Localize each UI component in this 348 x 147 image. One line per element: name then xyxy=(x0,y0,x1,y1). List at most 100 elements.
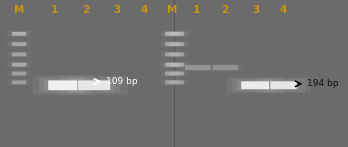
FancyBboxPatch shape xyxy=(185,65,210,70)
FancyBboxPatch shape xyxy=(168,52,185,57)
FancyBboxPatch shape xyxy=(165,42,180,46)
FancyBboxPatch shape xyxy=(161,31,183,37)
FancyBboxPatch shape xyxy=(165,52,180,56)
FancyBboxPatch shape xyxy=(166,52,188,57)
FancyBboxPatch shape xyxy=(256,77,311,93)
FancyBboxPatch shape xyxy=(170,80,184,84)
Text: 194 bp: 194 bp xyxy=(307,79,339,88)
FancyBboxPatch shape xyxy=(10,80,28,85)
FancyBboxPatch shape xyxy=(209,65,242,71)
FancyBboxPatch shape xyxy=(168,71,185,76)
FancyBboxPatch shape xyxy=(78,80,110,90)
FancyBboxPatch shape xyxy=(166,80,188,85)
FancyBboxPatch shape xyxy=(170,32,184,36)
FancyBboxPatch shape xyxy=(8,41,30,47)
FancyBboxPatch shape xyxy=(267,80,300,90)
FancyBboxPatch shape xyxy=(168,31,185,36)
FancyBboxPatch shape xyxy=(166,31,188,37)
FancyBboxPatch shape xyxy=(168,80,185,85)
Text: 3: 3 xyxy=(113,5,120,15)
FancyBboxPatch shape xyxy=(44,79,81,91)
FancyBboxPatch shape xyxy=(5,61,33,68)
FancyBboxPatch shape xyxy=(164,71,181,76)
FancyBboxPatch shape xyxy=(8,31,30,37)
FancyBboxPatch shape xyxy=(182,65,214,71)
FancyBboxPatch shape xyxy=(170,52,184,56)
Text: 1: 1 xyxy=(193,5,200,15)
FancyBboxPatch shape xyxy=(5,30,33,37)
Text: 2: 2 xyxy=(82,5,89,15)
FancyBboxPatch shape xyxy=(48,80,77,90)
Text: 2: 2 xyxy=(221,5,228,15)
FancyBboxPatch shape xyxy=(5,51,33,58)
FancyBboxPatch shape xyxy=(161,80,183,85)
FancyBboxPatch shape xyxy=(163,30,191,37)
FancyBboxPatch shape xyxy=(166,41,188,47)
FancyBboxPatch shape xyxy=(12,42,26,46)
FancyBboxPatch shape xyxy=(161,62,183,67)
FancyBboxPatch shape xyxy=(166,62,188,67)
FancyBboxPatch shape xyxy=(158,61,186,68)
Text: 3: 3 xyxy=(252,5,259,15)
FancyBboxPatch shape xyxy=(166,71,188,76)
FancyBboxPatch shape xyxy=(213,65,238,70)
Text: 109 bp: 109 bp xyxy=(106,77,138,86)
FancyBboxPatch shape xyxy=(205,64,246,71)
FancyBboxPatch shape xyxy=(60,75,128,95)
FancyBboxPatch shape xyxy=(8,62,30,67)
FancyBboxPatch shape xyxy=(73,79,114,91)
FancyBboxPatch shape xyxy=(232,79,278,91)
FancyBboxPatch shape xyxy=(10,31,28,36)
FancyBboxPatch shape xyxy=(10,62,28,67)
FancyBboxPatch shape xyxy=(163,79,191,86)
FancyBboxPatch shape xyxy=(8,52,30,57)
FancyBboxPatch shape xyxy=(164,52,181,57)
FancyBboxPatch shape xyxy=(163,61,191,68)
FancyBboxPatch shape xyxy=(12,32,26,36)
FancyBboxPatch shape xyxy=(164,62,181,67)
Text: 1: 1 xyxy=(50,5,57,15)
FancyBboxPatch shape xyxy=(158,79,186,86)
FancyBboxPatch shape xyxy=(164,42,181,46)
Text: 4: 4 xyxy=(141,5,148,15)
FancyBboxPatch shape xyxy=(165,72,180,75)
FancyBboxPatch shape xyxy=(158,51,186,58)
FancyBboxPatch shape xyxy=(165,63,180,67)
FancyBboxPatch shape xyxy=(158,30,186,37)
FancyBboxPatch shape xyxy=(39,77,86,93)
FancyBboxPatch shape xyxy=(168,42,185,46)
FancyBboxPatch shape xyxy=(237,80,273,90)
FancyBboxPatch shape xyxy=(177,64,218,71)
FancyBboxPatch shape xyxy=(262,79,305,91)
FancyBboxPatch shape xyxy=(199,63,252,72)
FancyBboxPatch shape xyxy=(165,80,180,84)
FancyBboxPatch shape xyxy=(165,32,180,36)
FancyBboxPatch shape xyxy=(158,70,186,77)
FancyBboxPatch shape xyxy=(5,70,33,77)
FancyBboxPatch shape xyxy=(164,31,181,36)
FancyBboxPatch shape xyxy=(270,81,297,89)
FancyBboxPatch shape xyxy=(158,41,186,48)
FancyBboxPatch shape xyxy=(170,72,184,75)
FancyBboxPatch shape xyxy=(170,63,184,67)
FancyBboxPatch shape xyxy=(226,77,284,93)
FancyBboxPatch shape xyxy=(10,71,28,76)
FancyBboxPatch shape xyxy=(164,80,181,85)
FancyBboxPatch shape xyxy=(168,62,185,67)
FancyBboxPatch shape xyxy=(163,41,191,48)
FancyBboxPatch shape xyxy=(10,52,28,57)
FancyBboxPatch shape xyxy=(8,71,30,76)
Text: 4: 4 xyxy=(280,5,287,15)
FancyBboxPatch shape xyxy=(241,81,269,89)
FancyBboxPatch shape xyxy=(12,63,26,67)
Text: M: M xyxy=(14,5,24,15)
FancyBboxPatch shape xyxy=(32,75,93,95)
Text: M: M xyxy=(167,5,177,15)
FancyBboxPatch shape xyxy=(163,51,191,58)
FancyBboxPatch shape xyxy=(10,42,28,46)
FancyBboxPatch shape xyxy=(12,52,26,56)
FancyBboxPatch shape xyxy=(161,71,183,76)
FancyBboxPatch shape xyxy=(170,42,184,46)
FancyBboxPatch shape xyxy=(171,63,224,72)
FancyBboxPatch shape xyxy=(8,80,30,85)
